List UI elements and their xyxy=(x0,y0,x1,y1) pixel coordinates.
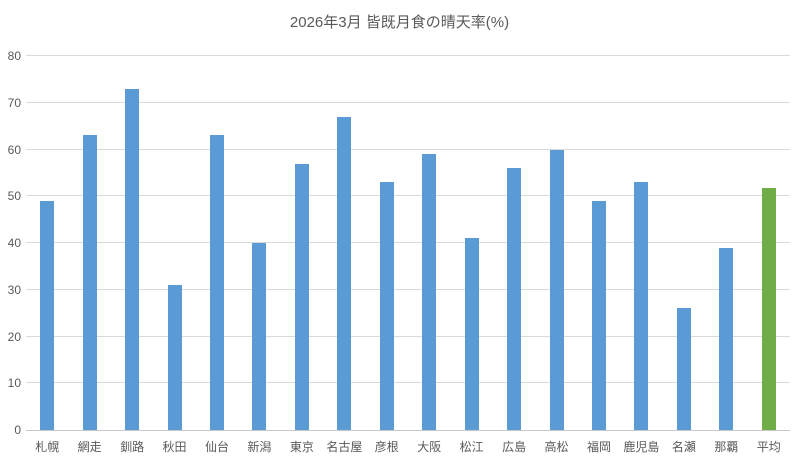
y-axis: 0 10 20 30 40 50 60 70 80 xyxy=(0,49,21,437)
x-axis-label: 釧路 xyxy=(120,440,145,454)
bar xyxy=(167,285,182,430)
x-axis-label: 秋田 xyxy=(162,440,187,454)
gridline xyxy=(26,148,790,150)
y-tick-label: 20 xyxy=(7,329,21,344)
x-axis-label: 網走 xyxy=(77,440,102,454)
gridline xyxy=(26,288,790,290)
bar xyxy=(40,200,55,430)
gridline xyxy=(26,382,790,384)
gridline xyxy=(26,242,790,243)
x-axis-label: 彦根 xyxy=(374,440,399,454)
x-axis-label: 名古屋 xyxy=(326,440,363,454)
bar xyxy=(761,188,776,430)
x-axis-label: 松江 xyxy=(459,440,484,454)
gridline xyxy=(26,335,790,337)
chart-title: 2026年3月 皆既月食の晴天率(%) xyxy=(289,14,510,31)
x-axis-label: 福岡 xyxy=(586,440,612,454)
x-axis-label: 大阪 xyxy=(417,440,442,454)
bar xyxy=(210,135,224,430)
bar xyxy=(634,182,649,430)
bar xyxy=(507,168,522,430)
y-tick-label: 60 xyxy=(7,142,21,157)
gridline xyxy=(26,101,790,103)
bar xyxy=(252,243,267,430)
y-tick-label: 80 xyxy=(7,49,21,63)
y-tick-label: 30 xyxy=(7,282,21,297)
x-axis-label: 鹿児島 xyxy=(623,440,660,454)
y-tick-label: 10 xyxy=(7,376,21,391)
x-axis-label: 新潟 xyxy=(247,440,272,454)
x-axis-label: 札幌 xyxy=(35,440,60,454)
x-axis-label: 仙台 xyxy=(204,440,230,454)
y-tick-label: 50 xyxy=(7,189,21,204)
gridline xyxy=(26,55,790,56)
x-axis-label: 東京 xyxy=(289,440,314,454)
bar xyxy=(337,116,352,430)
bar xyxy=(379,182,394,430)
y-tick-label: 40 xyxy=(7,236,21,250)
bar xyxy=(82,135,97,430)
x-axis: 札幌 網走 釧路 秋田 仙台 新潟 東京 名古屋 彦根 大阪 松江 広島 高松 福岡 鹿児島 名瀬 那覇 平均 xyxy=(26,439,790,459)
x-axis-label: 高松 xyxy=(544,440,569,454)
x-axis-label: 名瀬 xyxy=(671,440,696,454)
bar xyxy=(549,149,564,430)
x-axis-label: 広島 xyxy=(502,440,527,454)
bar xyxy=(676,308,691,430)
plot-area xyxy=(26,55,790,431)
bar xyxy=(422,154,437,430)
bar xyxy=(464,238,479,430)
bar xyxy=(294,163,309,430)
gridline xyxy=(26,195,790,197)
y-tick-label: 0 xyxy=(14,423,21,437)
x-axis-label: 平均 xyxy=(756,440,781,454)
bar xyxy=(592,200,606,430)
x-axis-label: 那覇 xyxy=(714,440,739,454)
bar xyxy=(125,88,140,430)
y-tick-label: 70 xyxy=(7,95,21,110)
bar xyxy=(719,247,734,430)
